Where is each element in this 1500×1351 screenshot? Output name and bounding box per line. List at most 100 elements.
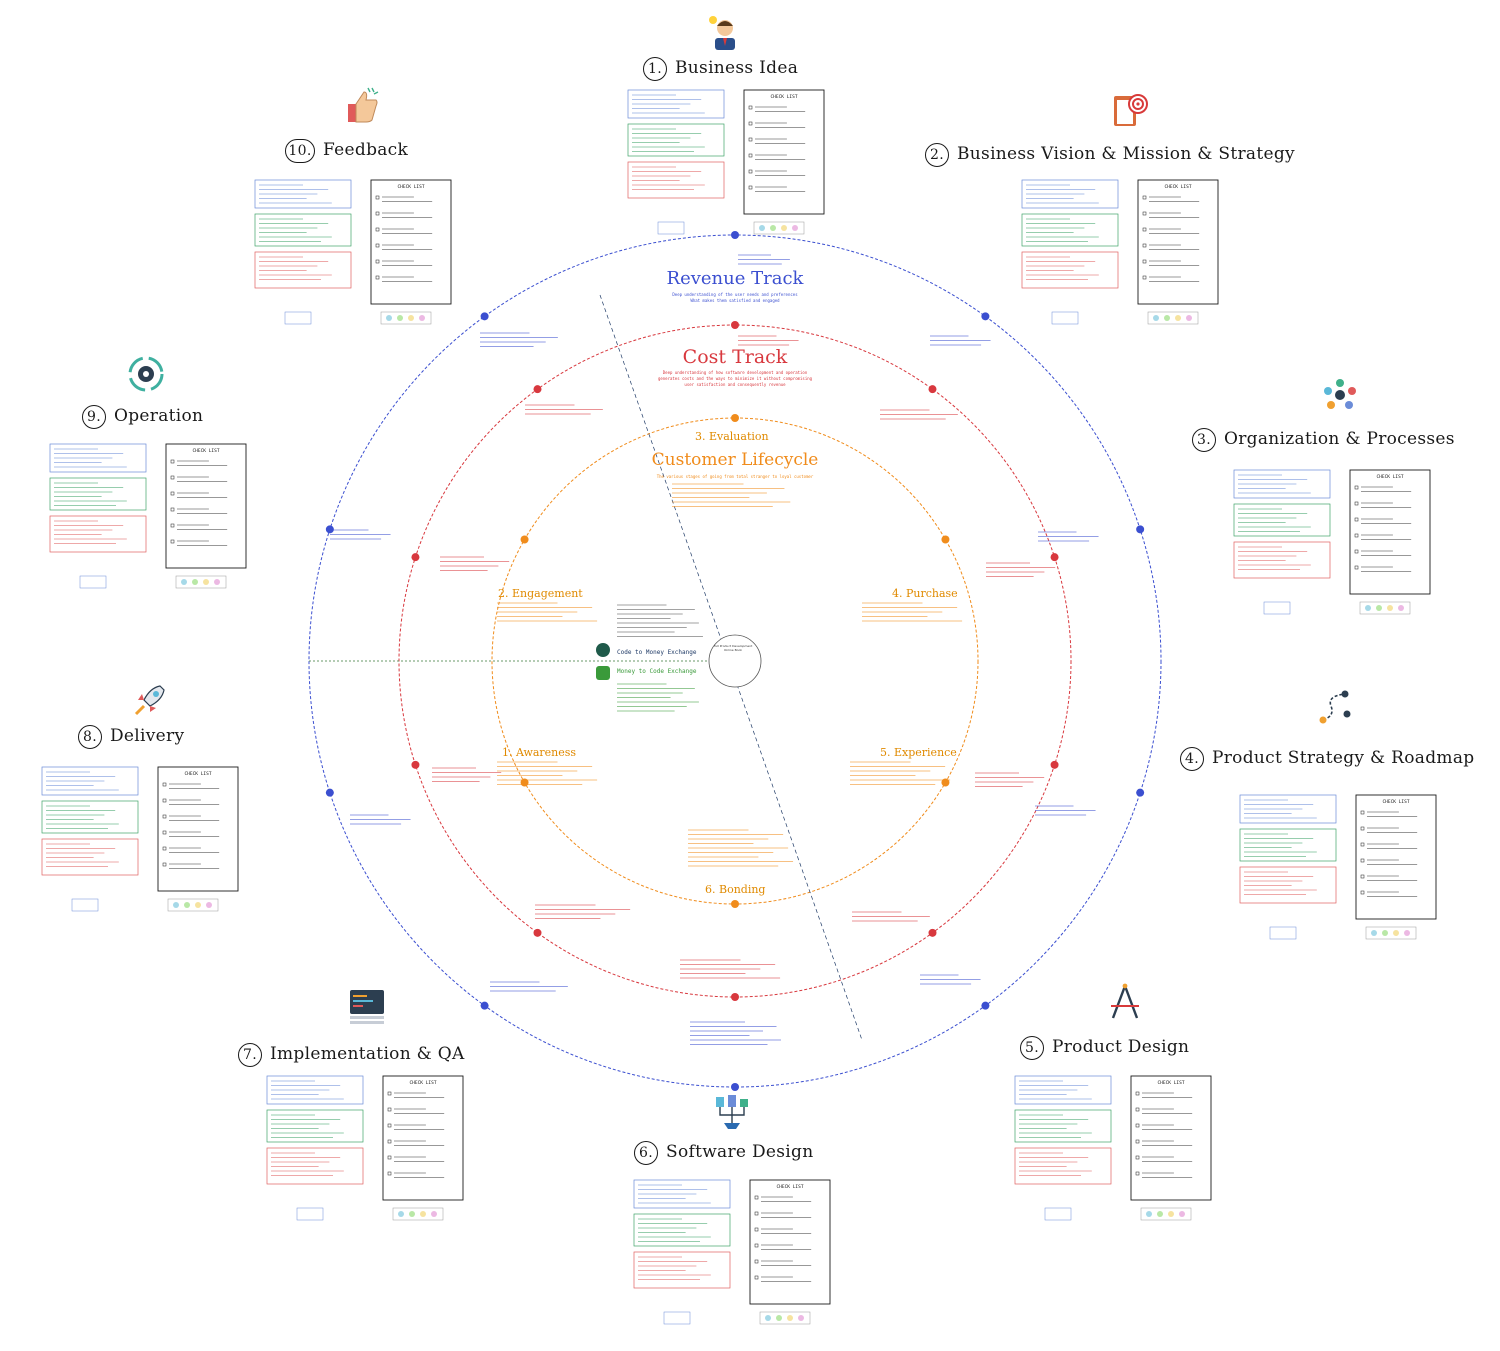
phase-purchase: 4. Purchase [892,587,958,600]
step-10-card-checkbox-6 [375,275,380,280]
step-8-card-checklist-title: CHECK LIST [184,771,211,777]
step-6-label: Software Design [666,1142,814,1162]
step-4-title: 4. Product Strategy & Roadmap [1180,747,1474,771]
hub-label[interactable]: Full Product Development Online Book [708,644,758,652]
step-3-card-nav-dot-2 [1376,605,1382,611]
revenue-node-7 [480,1001,489,1010]
lifecycle-node-1 [731,414,739,422]
revenue-node-10 [480,312,489,321]
step-9-card-nav-dot-3 [203,579,209,585]
step-4-number: 4. [1180,747,1204,771]
step-8-title: 8. Delivery [78,725,184,749]
step-8-number: 8. [78,725,102,749]
step-6-card-checklist-title: CHECK LIST [776,1184,803,1190]
step-8-card-checkbox-1 [162,782,167,787]
step-1-card-nav-dot-3 [781,225,787,231]
step-3-card-nav-dot-4 [1398,605,1404,611]
step-10-card-tag-box [284,311,312,325]
step-5-card-nav-dot-2 [1157,1211,1163,1217]
step-2-card-checkbox-5 [1142,259,1147,264]
step-7-card-tag-box [296,1207,324,1221]
step-5-card-checkbox-5 [1135,1155,1140,1160]
step-3-card-checkbox-3 [1354,517,1359,522]
step-5-card-nav-dot-1 [1146,1211,1152,1217]
step-4-card-tag-box [1269,926,1297,940]
step-6-card-checkbox-2 [754,1211,759,1216]
revenue-node-8 [325,788,334,797]
step-2-card-checkbox-1 [1142,195,1147,200]
step-8-card-tag-box [71,898,99,912]
cost-node-7 [533,928,542,937]
phase-evaluation: 3. Evaluation [695,430,769,443]
step-9-card-checkbox-5 [170,523,175,528]
step-7-card-checkbox-6 [387,1171,392,1176]
phase-awareness: 1. Awareness [502,746,577,759]
step-4-card-nav-box [1365,926,1417,940]
step-2-card-checklist-box [1137,179,1219,305]
step-7-card-checklist-title: CHECK LIST [409,1080,436,1086]
step-10-card-checkbox-1 [375,195,380,200]
step-1-card-checkbox-3 [748,137,753,142]
phase-bonding: 6. Bonding [705,883,766,896]
roadmap-icon [1319,690,1351,724]
step-10-card-checklist-title: CHECK LIST [397,184,424,190]
step-1-card-nav-box [753,221,805,235]
step-8-card-checkbox-2 [162,798,167,803]
step-8-card-checkbox-6 [162,862,167,867]
step-10-number: 10. [285,139,315,163]
step-2-title: 2. Business Vision & Mission & Strategy [925,143,1295,167]
step-2-card-nav-box [1147,311,1199,325]
step-3-card-checkbox-5 [1354,549,1359,554]
cost-track-subtitle-3: user satisfaction and consequently reven… [684,382,786,387]
step-7-card-checkbox-4 [387,1139,392,1144]
step-10-title: 10. Feedback [285,139,408,163]
step-6-card-checkbox-6 [754,1275,759,1280]
step-9-title: 9. Operation [82,405,203,429]
cost-node-4 [1050,760,1059,769]
step-10-card-nav-dot-2 [397,315,403,321]
revenue-node-3 [1136,525,1145,534]
step-5-card-nav-box [1140,1207,1192,1221]
step-1-card-nav-dot-1 [759,225,765,231]
architecture-icon [716,1095,748,1129]
step-5-card-checklist-box [1130,1075,1212,1201]
target-clipboard-icon [1114,94,1148,126]
design-compass-icon [1111,983,1139,1019]
idea-person-icon [709,16,735,50]
step-3-card-checkbox-4 [1354,533,1359,538]
step-5-card-checkbox-4 [1135,1139,1140,1144]
step-8-label: Delivery [110,726,185,746]
step-4-card-nav-dot-1 [1371,930,1377,936]
step-4-card-nav-dot-4 [1404,930,1410,936]
step-2-label: Business Vision & Mission & Strategy [957,144,1295,164]
step-2-card-checklist-title: CHECK LIST [1164,184,1191,190]
revenue-track-title: Revenue Track [666,268,804,289]
step-10-card-checkbox-2 [375,211,380,216]
revenue-track-subtitle-2: What makes them satisfied and engaged [690,298,780,303]
step-6-card-tag-box [663,1311,691,1325]
cost-node-1 [731,321,739,329]
step-10-card-checklist-box [370,179,452,305]
lifecycle-node-2 [941,535,950,544]
cost-track-title: Cost Track [682,346,788,368]
step-9-number: 9. [82,405,106,429]
step-4-card-checkbox-2 [1360,826,1365,831]
step-2-card-tag-box [1051,311,1079,325]
step-2-number: 2. [925,143,949,167]
revenue-node-5 [981,1001,990,1010]
step-6-title: 6. Software Design [634,1141,813,1165]
step-3-card-checkbox-2 [1354,501,1359,506]
step-6-card-checklist-box [749,1179,831,1305]
revenue-node-6 [731,1083,739,1091]
step-6-card-nav-dot-4 [798,1315,804,1321]
gear-cycle-icon [128,356,164,392]
customer-lifecycle-subtitle: The various stages of going from total s… [656,474,814,479]
step-2-card-checkbox-3 [1142,227,1147,232]
step-7-card-checkbox-1 [387,1091,392,1096]
step-7-card-checkbox-3 [387,1123,392,1128]
step-7-title: 7. Implementation & QA [238,1043,465,1067]
step-7-card-nav-dot-2 [409,1211,415,1217]
revenue-node-2 [981,312,990,321]
money-to-code-icon [596,666,610,680]
